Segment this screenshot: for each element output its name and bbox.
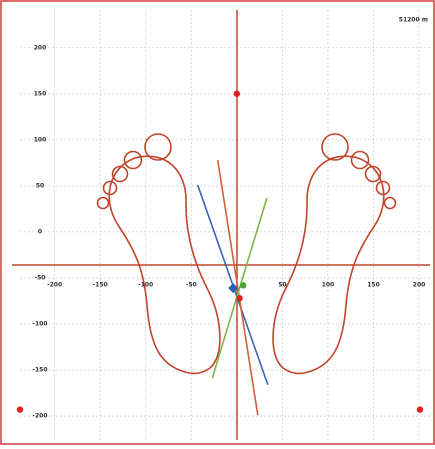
y-tick-label: 150 [34, 90, 47, 97]
y-tick-label: -200 [32, 413, 47, 420]
corner-label: 51200 m [399, 17, 428, 24]
page: {"chart_data": {"type": "scatter", "corn… [0, 0, 435, 445]
x-tick-label: 100 [322, 282, 335, 289]
point [17, 406, 23, 412]
point [240, 282, 246, 288]
x-tick-label: -100 [138, 282, 153, 289]
x-tick-label: 150 [367, 282, 380, 289]
y-tick-label: -150 [32, 367, 47, 374]
y-tick-label: 100 [34, 136, 47, 143]
x-tick-label: -50 [186, 282, 197, 289]
x-tick-label: -150 [93, 282, 108, 289]
x-tick-label: 200 [413, 282, 426, 289]
y-tick-label: 0 [38, 228, 42, 235]
y-tick-label: 200 [34, 44, 47, 51]
frame [1, 1, 434, 444]
point [234, 91, 240, 97]
point [236, 295, 242, 301]
y-tick-label: 50 [36, 182, 44, 189]
point [417, 406, 423, 412]
x-tick-label: -200 [47, 282, 62, 289]
chart: 51200 m -200 -150 -100 -50 50 100 150 200 200 150… [0, 0, 435, 445]
y-tick-label: -50 [35, 274, 46, 281]
x-tick-label: 50 [278, 282, 286, 289]
y-tick-label: -100 [32, 320, 47, 327]
